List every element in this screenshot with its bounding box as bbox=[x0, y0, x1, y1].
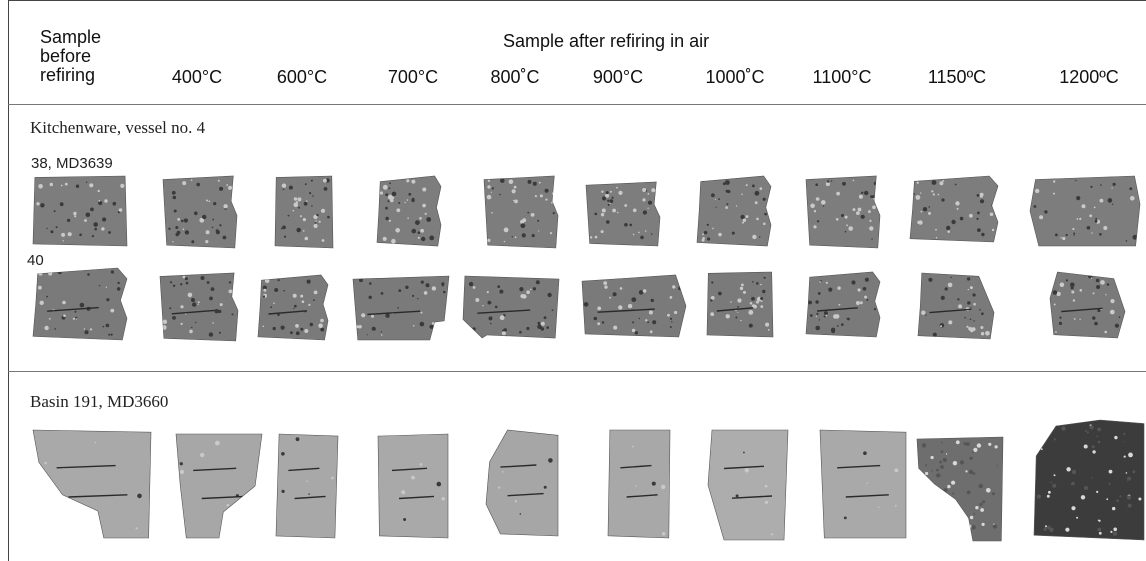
sample-basin-600 bbox=[275, 433, 339, 539]
sample-38-600 bbox=[274, 175, 334, 249]
sample-basin-1200 bbox=[1033, 419, 1145, 541]
sample-38-800 bbox=[483, 175, 559, 249]
sample-38-1000 bbox=[696, 175, 772, 247]
sample-40-900 bbox=[581, 274, 687, 338]
temp-800: 800˚C bbox=[490, 67, 540, 87]
sample-40-1000 bbox=[706, 271, 774, 338]
sample-40-600 bbox=[257, 274, 329, 341]
sample-40-400 bbox=[159, 272, 239, 342]
sample-38-1150 bbox=[909, 175, 999, 243]
header-before-refiring: Sample before refiring bbox=[40, 28, 101, 85]
group-label-basin: Basin 191, MD3660 bbox=[30, 392, 169, 411]
header-before-line1: Sample bbox=[40, 27, 102, 47]
temp-900: 900°C bbox=[592, 67, 644, 87]
sample-basin-400 bbox=[175, 433, 263, 539]
sample-40-800 bbox=[462, 275, 560, 339]
sample-40-before bbox=[32, 267, 128, 341]
header-after-refiring: Sample after refiring in air bbox=[503, 31, 710, 51]
sample-basin-1150 bbox=[916, 436, 1004, 542]
sample-basin-1100 bbox=[819, 429, 907, 539]
group-label-kitchenware: Kitchenware, vessel no. 4 bbox=[30, 118, 206, 137]
figure-frame bbox=[8, 0, 1146, 561]
sample-40-1100 bbox=[805, 271, 881, 338]
row-label-38: 38, MD3639 bbox=[31, 155, 113, 172]
header-before-line3: refiring bbox=[40, 65, 96, 85]
sample-basin-before bbox=[32, 429, 152, 539]
sample-basin-1000 bbox=[707, 429, 789, 541]
temp-1100: 1100°C bbox=[812, 67, 872, 87]
sample-40-1150 bbox=[917, 272, 995, 340]
sample-40-700 bbox=[352, 275, 450, 341]
sample-basin-900 bbox=[607, 429, 671, 539]
header-before-line2: before bbox=[40, 46, 92, 66]
header-divider bbox=[8, 104, 1146, 105]
sample-38-1100 bbox=[805, 175, 881, 249]
temp-700: 700°C bbox=[387, 67, 439, 87]
sample-38-900 bbox=[585, 181, 661, 247]
sample-38-700 bbox=[376, 175, 442, 247]
sample-38-before bbox=[32, 175, 128, 247]
row-label-40: 40 bbox=[27, 252, 44, 269]
sample-40-1200 bbox=[1049, 271, 1126, 339]
temp-1000: 1000˚C bbox=[705, 67, 765, 87]
sample-basin-800 bbox=[485, 429, 559, 537]
temp-1150: 1150ºC bbox=[927, 67, 987, 87]
sample-38-400 bbox=[162, 175, 238, 249]
temp-600: 600°C bbox=[276, 67, 328, 87]
temp-400: 400°C bbox=[171, 67, 223, 87]
temp-1200: 1200ºC bbox=[1059, 67, 1119, 87]
sample-38-1200 bbox=[1029, 175, 1141, 247]
sample-basin-700 bbox=[377, 433, 449, 539]
group-divider bbox=[8, 371, 1146, 372]
